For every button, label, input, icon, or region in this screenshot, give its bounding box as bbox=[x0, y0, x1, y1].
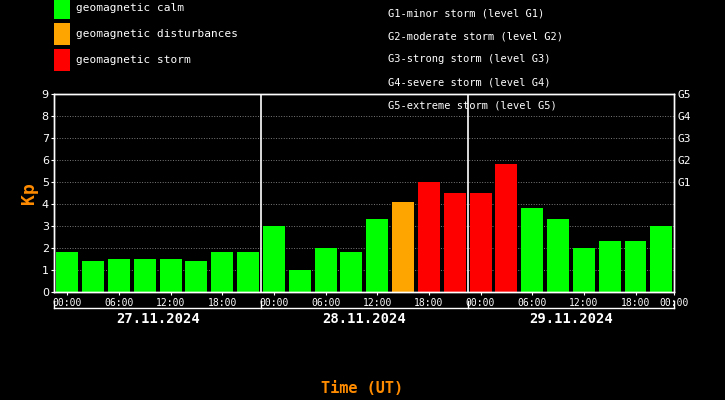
Text: 29.11.2024: 29.11.2024 bbox=[529, 312, 613, 326]
Bar bbox=[108, 259, 130, 292]
Bar bbox=[599, 241, 621, 292]
Text: Time (UT): Time (UT) bbox=[321, 381, 404, 396]
Bar bbox=[237, 252, 259, 292]
Text: G1-minor storm (level G1): G1-minor storm (level G1) bbox=[388, 8, 544, 18]
Bar bbox=[341, 252, 362, 292]
Bar bbox=[624, 241, 647, 292]
Bar bbox=[211, 252, 233, 292]
Bar bbox=[418, 182, 440, 292]
Bar bbox=[650, 226, 672, 292]
Text: 28.11.2024: 28.11.2024 bbox=[323, 312, 406, 326]
Text: geomagnetic storm: geomagnetic storm bbox=[76, 55, 191, 65]
Text: G2-moderate storm (level G2): G2-moderate storm (level G2) bbox=[388, 31, 563, 41]
Bar bbox=[289, 270, 311, 292]
Bar bbox=[57, 252, 78, 292]
Bar bbox=[521, 208, 543, 292]
Text: 27.11.2024: 27.11.2024 bbox=[116, 312, 199, 326]
Bar bbox=[392, 202, 414, 292]
Text: G3-strong storm (level G3): G3-strong storm (level G3) bbox=[388, 54, 550, 64]
Bar bbox=[444, 193, 465, 292]
Bar bbox=[315, 248, 336, 292]
Bar bbox=[366, 219, 388, 292]
Text: G4-severe storm (level G4): G4-severe storm (level G4) bbox=[388, 78, 550, 88]
Text: geomagnetic disturbances: geomagnetic disturbances bbox=[76, 29, 238, 39]
Y-axis label: Kp: Kp bbox=[20, 182, 38, 204]
Bar bbox=[82, 261, 104, 292]
Bar bbox=[547, 219, 569, 292]
Bar bbox=[160, 259, 181, 292]
Bar bbox=[495, 164, 518, 292]
Bar bbox=[573, 248, 594, 292]
Text: geomagnetic calm: geomagnetic calm bbox=[76, 3, 184, 13]
Text: G5-extreme storm (level G5): G5-extreme storm (level G5) bbox=[388, 101, 557, 111]
Bar bbox=[263, 226, 285, 292]
Bar bbox=[134, 259, 156, 292]
Bar bbox=[470, 193, 492, 292]
Bar bbox=[186, 261, 207, 292]
